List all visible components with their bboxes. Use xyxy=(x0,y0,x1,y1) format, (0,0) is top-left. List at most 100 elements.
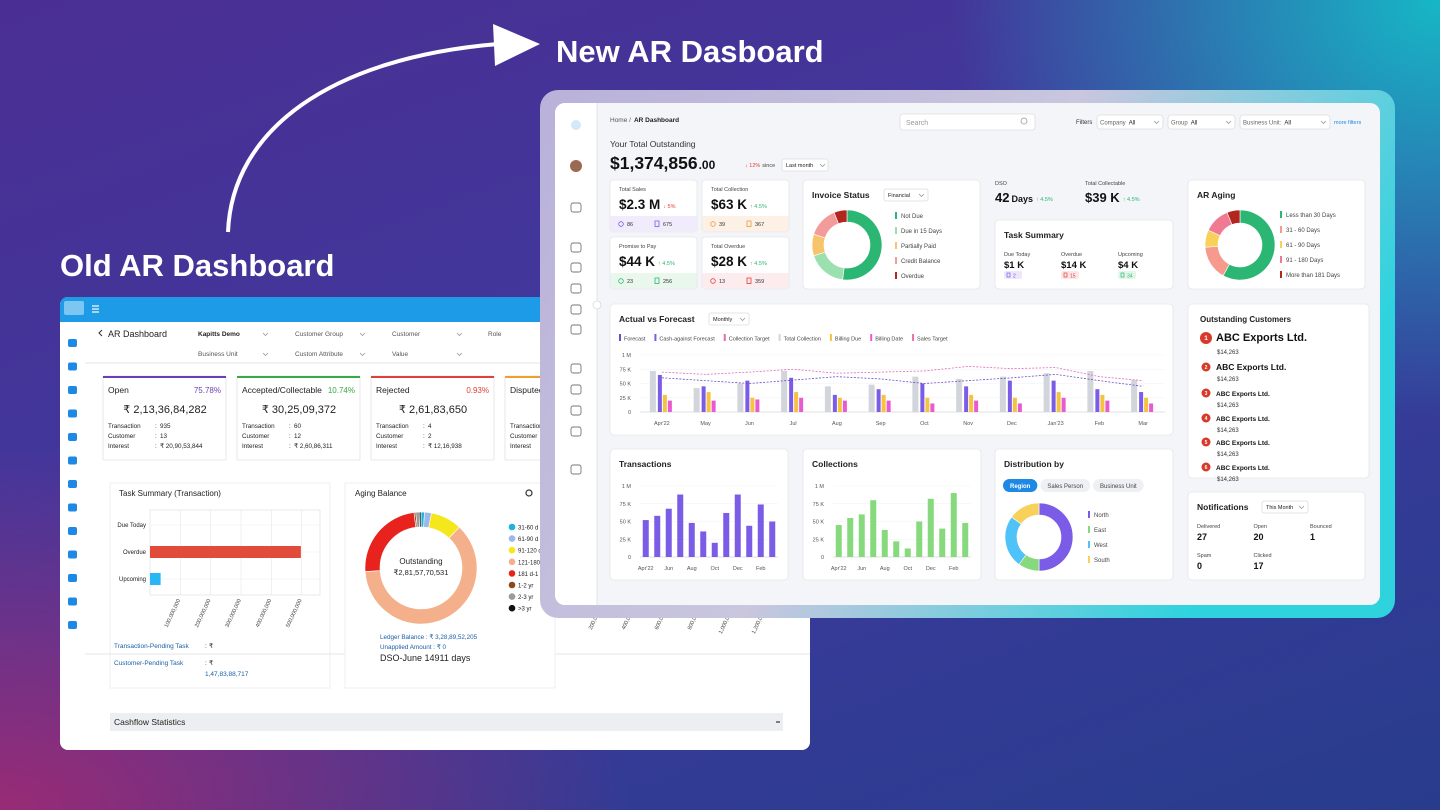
tab xyxy=(1040,479,1091,492)
label: Task Summary (Transaction) xyxy=(119,489,221,498)
label: Transaction xyxy=(510,423,543,430)
label: ABC Exports Ltd. xyxy=(1216,465,1270,472)
label: $1,374,856 xyxy=(610,153,698,173)
bar xyxy=(870,500,877,557)
label: Business Unit xyxy=(198,351,238,358)
legend-swatch xyxy=(912,334,915,341)
bar xyxy=(150,546,301,558)
y-tick-label: 50 K xyxy=(620,520,632,526)
legend-label: Total Collection xyxy=(784,337,821,343)
label: ↑ 4.5% xyxy=(750,261,767,267)
count-icon xyxy=(1063,272,1068,278)
label: $14,263 xyxy=(1217,428,1239,434)
y-tick-label: Due Today xyxy=(117,523,146,529)
label: : xyxy=(155,423,157,430)
count-icon xyxy=(1120,272,1125,278)
rank-badge xyxy=(1201,388,1211,398)
bar xyxy=(1007,380,1012,412)
label: Sales Person xyxy=(1047,484,1083,490)
filter-box xyxy=(1167,114,1236,130)
bar xyxy=(956,378,963,412)
label: Customer Group xyxy=(295,331,343,338)
legend-swatch xyxy=(1280,226,1282,233)
x-tick-label: Jun xyxy=(664,566,673,572)
label: Search xyxy=(906,120,928,127)
customers-icon xyxy=(618,278,624,284)
headline: New AR Dasboard xyxy=(556,34,824,69)
label: : xyxy=(205,643,207,650)
label: Role xyxy=(488,331,502,338)
rank-badge xyxy=(1200,332,1212,344)
label: Partially Paid xyxy=(901,244,936,250)
label: 3 xyxy=(1205,391,1208,397)
label: This Month xyxy=(1266,505,1293,511)
rank-badge xyxy=(1201,462,1211,472)
label: Total Collection xyxy=(711,187,748,193)
legend-swatch xyxy=(508,581,516,589)
label: Unapplied Amount : ₹ 0 xyxy=(380,644,446,651)
label: 359 xyxy=(755,279,764,285)
legend-swatch xyxy=(829,334,832,341)
bar xyxy=(737,383,744,412)
x-tick-label: Dec xyxy=(926,566,936,572)
bar xyxy=(974,400,979,412)
label: Distribution by xyxy=(1004,459,1064,469)
legend-swatch xyxy=(508,546,516,554)
bar xyxy=(706,392,711,412)
x-tick-label: Aug xyxy=(687,566,697,572)
label: ↑ 4.5% xyxy=(750,204,767,210)
label: Collections xyxy=(812,459,858,469)
sidebar-icon xyxy=(68,597,77,606)
bar xyxy=(693,388,700,412)
label: 10.74% xyxy=(328,386,355,395)
bar xyxy=(999,376,1006,412)
y-tick-label: 50 K xyxy=(813,520,825,526)
x-tick-label: Oct xyxy=(903,566,912,572)
donut-segment xyxy=(364,526,478,625)
bar xyxy=(1017,403,1022,412)
label: Value xyxy=(392,351,409,358)
label: Customer xyxy=(376,433,403,440)
label: Task Summary xyxy=(1004,230,1064,240)
legend-swatch xyxy=(778,334,781,341)
label: Business Unit: xyxy=(1243,121,1282,127)
label: ABC Exports Ltd. xyxy=(1216,391,1270,398)
label: 4 xyxy=(1205,416,1208,422)
label: Total Sales xyxy=(619,187,646,193)
label: 61 - 90 Days xyxy=(1286,243,1320,249)
label: 75.78% xyxy=(194,386,221,395)
bar xyxy=(750,397,755,412)
label: 675 xyxy=(663,222,672,228)
label: 20 xyxy=(1254,532,1264,542)
label: Not Due xyxy=(901,214,924,220)
y-tick-label: 25 K xyxy=(620,396,632,402)
label: Aging Balance xyxy=(355,489,407,498)
x-tick-label: Apr'22 xyxy=(638,566,654,572)
cashflow-bar xyxy=(110,713,783,731)
bar xyxy=(654,515,661,557)
legend-swatch xyxy=(1088,511,1090,518)
sidebar-icon xyxy=(68,433,77,441)
y-tick-label: 0 xyxy=(821,555,824,561)
legend-swatch xyxy=(895,242,897,249)
search-icon xyxy=(1020,117,1028,125)
label: Accepted/Collectable xyxy=(242,385,322,395)
label: Overdue xyxy=(901,274,925,280)
chevron xyxy=(1153,120,1160,125)
label: 1 xyxy=(1310,532,1315,542)
y-tick-label: 75 K xyxy=(620,367,632,373)
customers-icon xyxy=(618,221,624,227)
label: Customer xyxy=(392,331,421,338)
label: $14 K xyxy=(1061,260,1086,271)
label: ABC Exports Ltd. xyxy=(1216,362,1286,372)
label: AR Dashboard xyxy=(634,117,679,124)
bar xyxy=(893,541,900,557)
label: 0 xyxy=(1197,561,1202,571)
x-tick-label: Feb xyxy=(949,566,958,572)
label: : xyxy=(289,433,291,440)
sidebar-icon xyxy=(68,527,77,535)
sidebar-icon xyxy=(68,456,77,465)
label: Interest xyxy=(376,443,397,450)
label: >3 yr xyxy=(518,607,532,613)
label: $14,263 xyxy=(1217,452,1239,458)
